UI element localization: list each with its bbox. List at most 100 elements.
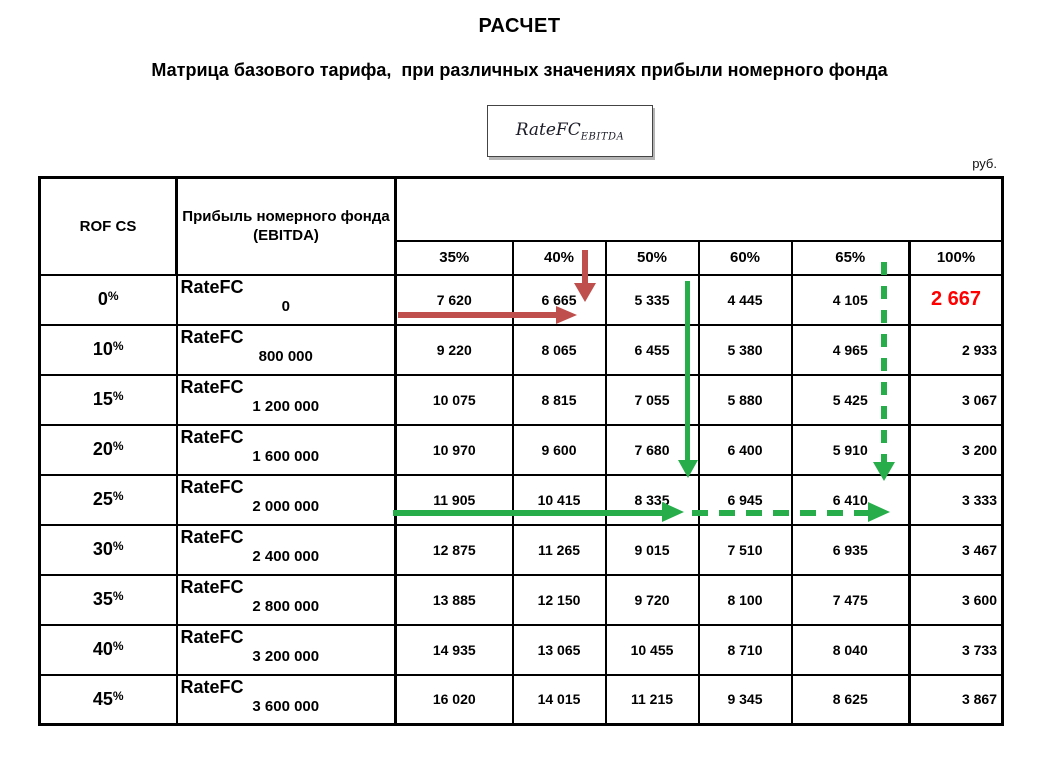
green-arrow-right-solid-head: [662, 502, 684, 522]
value-cell: 2 933: [908, 323, 1004, 376]
red-arrow-down-shaft: [582, 250, 588, 284]
percent-sign: %: [112, 539, 124, 553]
ebitda-value: 800 000: [258, 348, 313, 366]
percent-header: 40%: [511, 239, 607, 276]
page-subtitle: Матрица базового тарифа, при различных з…: [151, 60, 888, 80]
percent-sign: %: [112, 389, 124, 403]
percent-sign: %: [112, 639, 124, 653]
value-cell: 8 040: [790, 623, 911, 676]
formula-box: RateFCEBITDA: [487, 105, 653, 157]
percent-header: 65%: [790, 239, 911, 276]
percent-header: 50%: [604, 239, 700, 276]
green-arrow-right-dashed-shaft: [692, 510, 870, 516]
green-arrow-down-solid-head: [678, 460, 698, 478]
ratefc-label: RateFC: [180, 276, 244, 297]
percent-sign: %: [107, 289, 119, 303]
ebitda-value: 2 000 000: [252, 498, 320, 516]
tariff-matrix-table: ROF CS Прибыль номерного фонда (EBITDA) …: [38, 176, 1004, 726]
ratefc-label: RateFC: [180, 626, 244, 647]
percent-sign: %: [112, 439, 124, 453]
value-cell: 6 410: [790, 473, 911, 526]
ratefc-label: RateFC: [180, 426, 244, 447]
rofcs-value-cell: 45%: [38, 673, 178, 726]
rofcs-value-cell: 15%: [38, 373, 178, 426]
percent-header-row: 35% 40% 50% 60% 65% 100%: [40, 239, 1004, 276]
value-cell: 10 455: [604, 623, 700, 676]
ebitda-value: 0: [281, 298, 290, 316]
ratefc-cell: RateFC 0: [175, 273, 397, 326]
percent-sign: %: [112, 489, 124, 503]
value-cell: 5 910: [790, 423, 911, 476]
percent-header: 100%: [908, 239, 1004, 276]
value-cell: 12 150: [511, 573, 607, 626]
green-arrow-down-dashed-head: [873, 462, 895, 481]
red-arrow-right-shaft: [398, 312, 556, 318]
ratefc-cell: RateFC 2 400 000: [175, 523, 397, 576]
table-row: 20% RateFC 1 600 000 10 970 9 600 7 680 6 400 5…: [38, 423, 1004, 476]
ratefc-cell: RateFC 1 200 000: [175, 373, 397, 426]
value-cell: 3 333: [908, 473, 1004, 526]
ebitda-value: 2 400 000: [252, 548, 320, 566]
ratefc-label: RateFC: [180, 576, 244, 597]
value-cell: 9 345: [697, 673, 793, 726]
value-cell: 3 067: [908, 373, 1004, 426]
value-cell: 9 015: [604, 523, 700, 576]
percent-sign: %: [112, 589, 124, 603]
value-cell: 8 065: [511, 323, 607, 376]
formula-base: RateFC: [515, 119, 581, 140]
ebitda-value: 1 200 000: [252, 398, 320, 416]
rofcs-value-cell: 40%: [38, 623, 178, 676]
formula-text: RateFCEBITDA: [516, 120, 625, 142]
value-cell: 13 885: [394, 573, 514, 626]
value-cell: 14 935: [394, 623, 514, 676]
table-row: 45% RateFC 3 600 000 16 020 14 015 11 215 9 34…: [38, 673, 1004, 726]
rofcs-value-cell: 35%: [38, 573, 178, 626]
value-cell: 7 510: [697, 523, 793, 576]
ratefc-label: RateFC: [180, 676, 244, 697]
rofcs-value-cell: 10%: [38, 323, 178, 376]
value-cell: 8 710: [697, 623, 793, 676]
value-cell: 5 880: [697, 373, 793, 426]
green-arrow-right-dashed-head: [868, 502, 890, 522]
formula-subscript: EBITDA: [580, 131, 625, 143]
ratefc-label: RateFC: [180, 476, 244, 497]
value-cell: 5 335: [604, 273, 700, 326]
value-cell: 8 625: [790, 673, 911, 726]
value-cell: 6 935: [790, 523, 911, 576]
ratefc-cell: RateFC 2 800 000: [175, 573, 397, 626]
table-row: 25% RateFC 2 000 000 11 905 10 415 8 335 6 945…: [38, 473, 1004, 526]
table-row: 35% RateFC 2 800 000 13 885 12 150 9 720 8 100…: [38, 573, 1004, 626]
table-row: 15% RateFC 1 200 000 10 075 8 815 7 055 5 880 5…: [38, 373, 1004, 426]
ratefc-cell: RateFC 3 200 000: [175, 623, 397, 676]
value-cell: 6 945: [697, 473, 793, 526]
value-cell: 12 875: [394, 523, 514, 576]
header-row-top: ROF CS Прибыль номерного фонда (EBITDA): [38, 176, 1004, 276]
table-row: 10% RateFC 800 000 9 220 8 065 6 455 5 380 4 96…: [38, 323, 1004, 376]
percent-header: 35%: [394, 239, 514, 276]
value-cell: 10 075: [394, 373, 514, 426]
value-cell: 16 020: [394, 673, 514, 726]
page-title: РАСЧЕТ: [478, 15, 561, 37]
value-cell: 2 667: [908, 273, 1004, 326]
table-row: 40% RateFC 3 200 000 14 935 13 065 10 455 8 71…: [38, 623, 1004, 676]
value-cell: 6 455: [604, 323, 700, 376]
value-cell: 13 065: [511, 623, 607, 676]
value-cell: 11 905: [394, 473, 514, 526]
col-header-rofcs: ROF CS: [38, 176, 178, 276]
value-cell: 9 220: [394, 323, 514, 376]
value-cell: 8 100: [697, 573, 793, 626]
value-cell: 3 200: [908, 423, 1004, 476]
value-cell: 3 467: [908, 523, 1004, 576]
value-cell: 5 425: [790, 373, 911, 426]
value-cell: 7 475: [790, 573, 911, 626]
value-cell: 6 400: [697, 423, 793, 476]
value-cell: 7 680: [604, 423, 700, 476]
value-cell: 4 445: [697, 273, 793, 326]
value-cell: 10 415: [511, 473, 607, 526]
ratefc-cell: RateFC 800 000: [175, 323, 397, 376]
percent-sign: %: [112, 688, 124, 703]
green-arrow-down-dashed-shaft: [881, 262, 887, 462]
ebitda-value: 1 600 000: [252, 448, 320, 466]
red-arrow-down-head: [574, 283, 596, 302]
